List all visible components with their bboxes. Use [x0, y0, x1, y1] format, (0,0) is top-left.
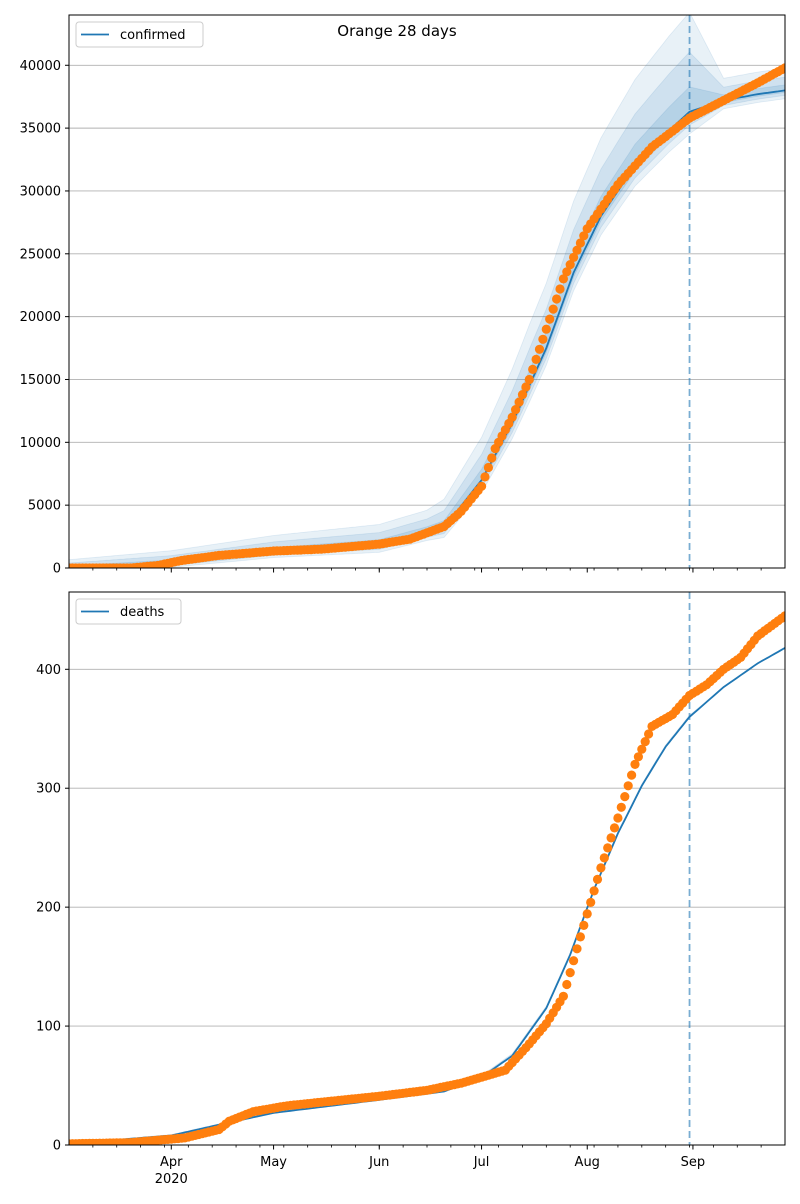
observed-point [545, 314, 555, 324]
observed-point [575, 238, 586, 248]
observed-point [521, 382, 531, 392]
observed-point [780, 611, 785, 621]
plot-area [69, 592, 785, 1145]
deaths-panel: 0 100 200 300 400 Apr 2020 May Jun Jul Aug Sep death… [36, 591, 786, 1187]
observed-point [572, 944, 582, 954]
observed-point [579, 920, 589, 931]
observed-point [627, 770, 637, 780]
observed-point [555, 284, 565, 294]
confirmed-panel: 0 5000 10000 15000 20000 25000 30000 35000 40000… [20, 14, 786, 577]
observed-point [534, 344, 545, 354]
figure-title: Orange 28 days [337, 22, 457, 40]
y-tick-label: 35000 [20, 122, 61, 137]
x-tick-label: Aug [575, 1155, 600, 1170]
observed-point [507, 412, 517, 422]
y-tick-label: 10000 [20, 436, 61, 451]
plot-area [69, 15, 785, 568]
observed-point [637, 744, 647, 754]
observed-points [69, 611, 785, 1145]
observed-point [548, 304, 558, 314]
observed-point [586, 897, 596, 908]
y-tick-label: 200 [36, 901, 61, 916]
y-tick-label: 25000 [20, 247, 61, 262]
observed-point [616, 802, 626, 812]
y-tick-label: 300 [36, 782, 61, 797]
observed-point [538, 334, 548, 344]
observed-point [572, 245, 582, 255]
x-tick-label: Apr 2020 [155, 1155, 188, 1187]
legend-box [75, 598, 182, 625]
observed-point [562, 979, 572, 990]
observed-point [599, 853, 609, 863]
observed-point [644, 729, 654, 739]
observed-point [613, 813, 623, 823]
observed-point [517, 390, 528, 400]
observed-point [477, 481, 487, 491]
x-tick-label: Jul [473, 1155, 490, 1170]
observed-point [592, 874, 603, 885]
observed-point [633, 752, 644, 762]
legend-box [75, 21, 204, 48]
legend-label: deaths [120, 605, 165, 620]
observed-point [514, 397, 524, 407]
y-tick-label: 40000 [20, 59, 61, 74]
observed-point [480, 472, 490, 482]
observed-point [606, 833, 616, 843]
observed-point [603, 843, 613, 853]
legend: confirmed [75, 21, 204, 48]
y-tick-label: 5000 [28, 499, 61, 514]
observed-point [569, 252, 579, 262]
observed-point [623, 781, 633, 791]
observed-point [575, 932, 586, 942]
observed-point [562, 267, 572, 277]
observed-point [609, 823, 620, 833]
y-tick-label: 15000 [20, 373, 61, 388]
legend-label: confirmed [120, 28, 186, 43]
observed-point [531, 354, 541, 364]
y-tick-label: 400 [36, 663, 61, 678]
observed-point [565, 968, 575, 978]
observed-point [579, 231, 589, 241]
observed-point [780, 63, 785, 73]
observed-point [558, 991, 569, 1001]
legend: deaths [75, 598, 182, 625]
observed-point [483, 462, 493, 473]
observed-point [558, 274, 569, 284]
y-tick-label: 100 [36, 1020, 61, 1035]
observed-point [524, 374, 534, 385]
observed-point [582, 909, 592, 919]
observed-point [565, 260, 575, 270]
observed-point [510, 405, 521, 415]
observed-point [528, 364, 538, 374]
observed-point [640, 737, 650, 747]
y-tick-label: 30000 [20, 184, 61, 199]
observed-points [69, 63, 785, 568]
observed-point [552, 294, 562, 304]
x-tick-label: May [260, 1155, 287, 1170]
observed-point [541, 324, 551, 334]
observed-point [487, 453, 497, 463]
observed-point [596, 863, 606, 873]
observed-point [620, 792, 630, 802]
observed-point [630, 759, 640, 770]
x-tick-label: Jun [368, 1155, 389, 1170]
y-tick-label: 0 [53, 562, 61, 577]
y-tick-label: 20000 [20, 310, 61, 325]
uncertainty-band-0 [69, 15, 785, 568]
observed-point [569, 956, 579, 966]
x-tick-label: Sep [681, 1155, 706, 1170]
observed-point [589, 886, 599, 896]
y-tick-label: 0 [53, 1139, 61, 1154]
